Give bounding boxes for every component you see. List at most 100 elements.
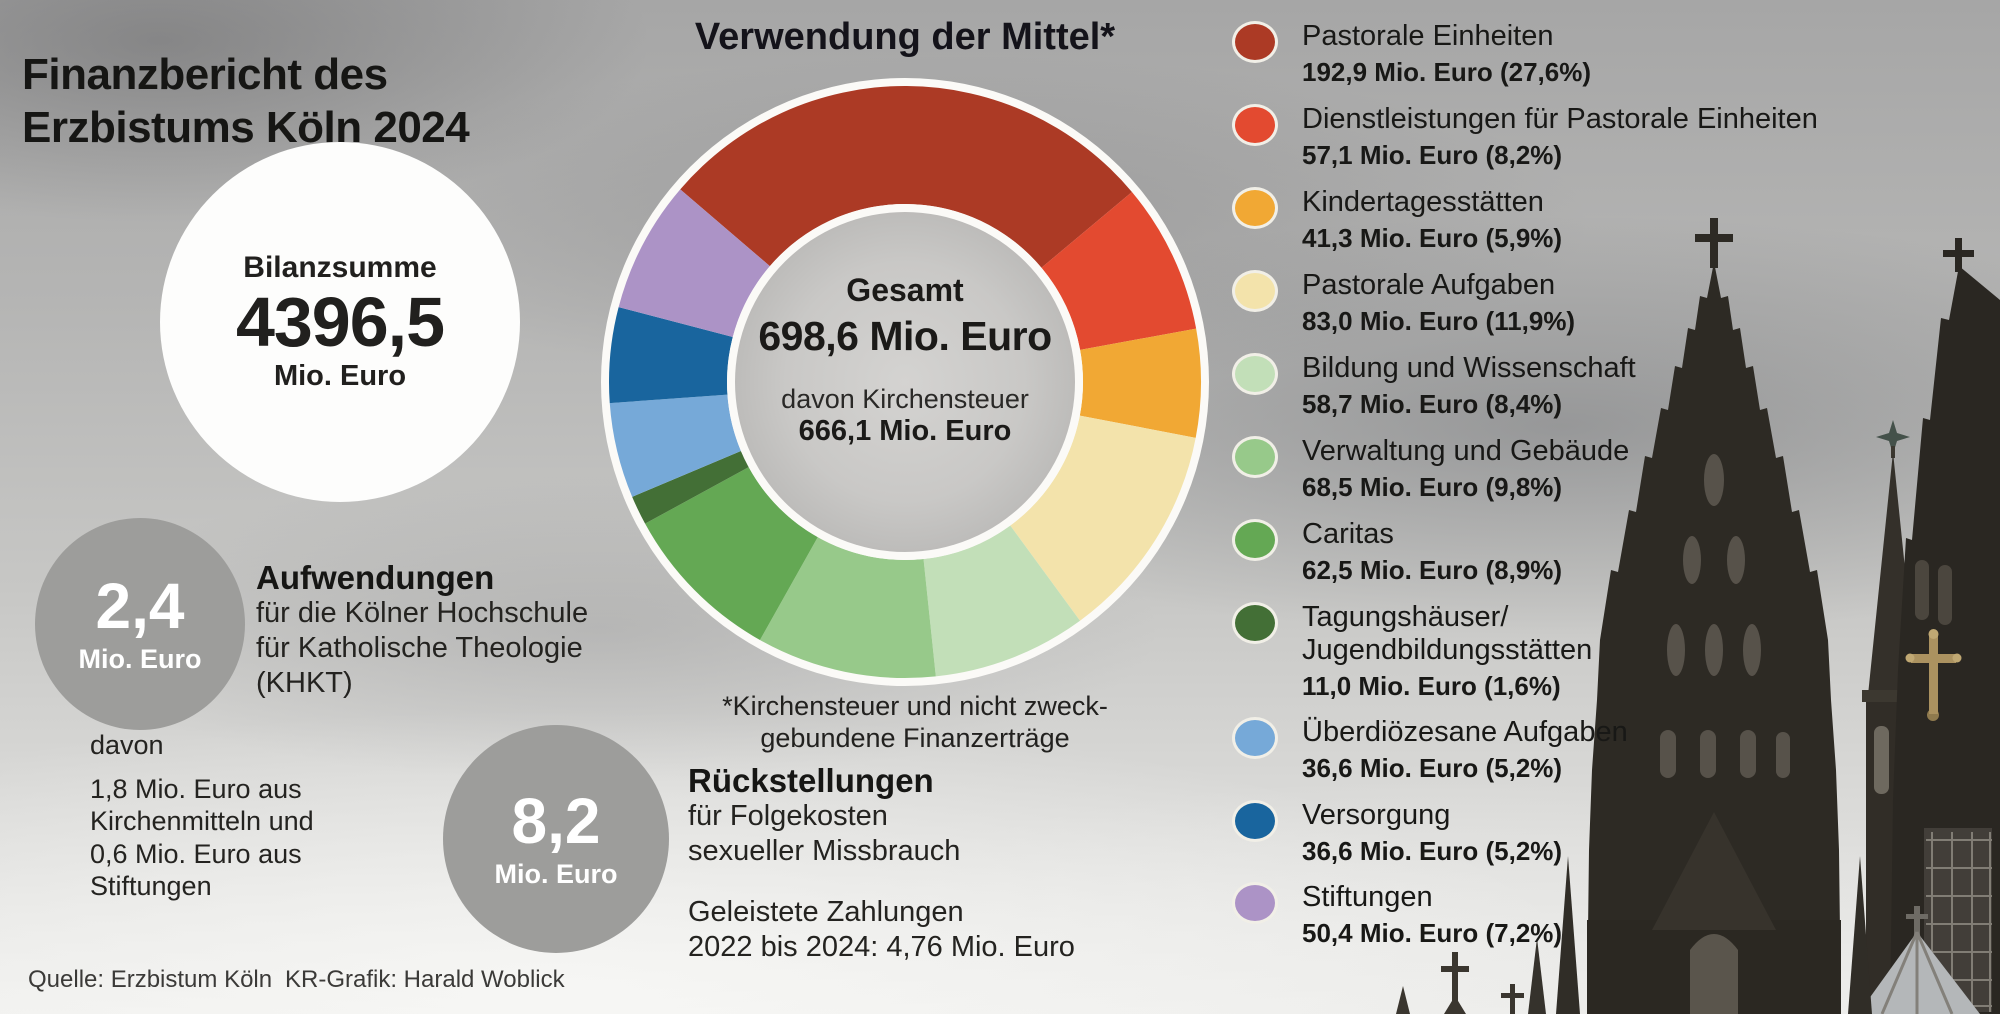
legend-text: Überdiözesane Aufgaben 36,6 Mio. Euro (5… bbox=[1302, 716, 1628, 784]
legend-value: 11,0 Mio. Euro (1,6%) bbox=[1302, 671, 1561, 702]
legend-swatch-bildung bbox=[1232, 353, 1278, 395]
donut-segment bbox=[680, 85, 1132, 268]
spire-tracery bbox=[1660, 454, 1790, 778]
rueckstellungen-circle-unit: Mio. Euro bbox=[494, 858, 618, 889]
legend-text: Tagungshäuser/ Jugendbildungsstätten 11,… bbox=[1302, 601, 1592, 702]
legend-text: Pastorale Aufgaben 83,0 Mio. Euro (11,9%… bbox=[1302, 269, 1575, 337]
legend-text: Kindertagesstätten 41,3 Mio. Euro (5,9%) bbox=[1302, 186, 1562, 254]
donut-segment bbox=[609, 394, 741, 497]
rueckstellungen-payments: Geleistete Zahlungen 2022 bis 2024: 4,76… bbox=[688, 895, 1075, 963]
donut-center-subvalue: 666,1 Mio. Euro bbox=[798, 415, 1012, 447]
legend-text: Caritas 62,5 Mio. Euro (8,9%) bbox=[1302, 518, 1562, 586]
legend-label: Kindertagesstätten bbox=[1302, 186, 1544, 218]
legend-value: 50,4 Mio. Euro (7,2%) bbox=[1302, 918, 1563, 949]
donut-segment bbox=[1010, 415, 1196, 621]
donut-center-label: Gesamt bbox=[846, 272, 964, 308]
donut-center-sublabel: davon Kirchensteuer bbox=[781, 384, 1029, 414]
aufwendungen-heading: Aufwendungen bbox=[256, 559, 495, 596]
legend-item-tagungshaeuser: Tagungshäuser/ Jugendbildungsstätten 11,… bbox=[1232, 601, 1932, 702]
rueckstellungen-circle: 8,2 Mio. Euro bbox=[443, 725, 669, 953]
legend-item-pastorale-aufgaben: Pastorale Aufgaben 83,0 Mio. Euro (11,9%… bbox=[1232, 269, 1932, 337]
legend-label: Tagungshäuser/ Jugendbildungsstätten bbox=[1302, 601, 1593, 667]
legend-label: Versorgung bbox=[1302, 799, 1451, 831]
legend-swatch-ueberdioezesane bbox=[1232, 717, 1278, 759]
legend-swatch-pastorale-aufgaben bbox=[1232, 270, 1278, 312]
legend-value: 41,3 Mio. Euro (5,9%) bbox=[1302, 223, 1563, 254]
legend-item-pastorale-einheiten: Pastorale Einheiten 192,9 Mio. Euro (27,… bbox=[1232, 20, 1932, 88]
donut-chart bbox=[601, 78, 1209, 686]
legend-label: Überdiözesane Aufgaben bbox=[1302, 716, 1628, 748]
aufwendungen-circle-unit: Mio. Euro bbox=[78, 643, 202, 674]
legend-item-verwaltung: Verwaltung und Gebäude 68,5 Mio. Euro (9… bbox=[1232, 435, 1932, 503]
small-cross-pinnacles bbox=[1396, 952, 1524, 1014]
light-roof bbox=[1858, 906, 1980, 1014]
donut-footnote: *Kirchensteuer und nicht zweck- gebunden… bbox=[722, 691, 1108, 754]
bilanzsumme-circle: Bilanzsumme 4396,5 Mio. Euro bbox=[160, 142, 520, 502]
legend-value: 192,9 Mio. Euro (27,6%) bbox=[1302, 57, 1591, 88]
legend-text: Dienstleistungen für Pastorale Einheiten… bbox=[1302, 103, 1818, 171]
aufwendungen-davon-block: davon 1,8 Mio. Euro aus Kirchenmitteln u… bbox=[90, 730, 314, 903]
legend-label: Stiftungen bbox=[1302, 881, 1433, 913]
source-credit: Quelle: Erzbistum Köln bbox=[28, 966, 273, 993]
legend-value: 62,5 Mio. Euro (8,9%) bbox=[1302, 555, 1563, 586]
donut-center-total: 698,6 Mio. Euro bbox=[758, 313, 1052, 359]
rueckstellungen-heading: Rückstellungen bbox=[688, 762, 934, 799]
donut-center-labels: Gesamt 698,6 Mio. Euro davon Kirchensteu… bbox=[745, 272, 1065, 448]
graphic-credit: KR-Grafik: Harald Woblick bbox=[285, 966, 565, 993]
main-spire bbox=[1528, 218, 1872, 1014]
donut-segment bbox=[645, 467, 818, 641]
legend-swatch-pastorale-einheiten bbox=[1232, 21, 1278, 63]
rueckstellungen-text: für Folgekosten sexueller Missbrauch bbox=[688, 800, 961, 868]
legend-label: Pastorale Aufgaben bbox=[1302, 269, 1556, 301]
legend-item-dienstleistungen: Dienstleistungen für Pastorale Einheiten… bbox=[1232, 103, 1932, 171]
legend-item-bildung: Bildung und Wissenschaft 58,7 Mio. Euro … bbox=[1232, 352, 1932, 420]
legend-swatch-versorgung bbox=[1232, 800, 1278, 842]
donut-segment bbox=[759, 537, 936, 678]
legend-swatch-dienstleistungen bbox=[1232, 104, 1278, 146]
legend-item-stiftungen: Stiftungen 50,4 Mio. Euro (7,2%) bbox=[1232, 881, 1932, 949]
legend-swatch-caritas bbox=[1232, 519, 1278, 561]
legend-value: 68,5 Mio. Euro (9,8%) bbox=[1302, 472, 1563, 503]
donut-hole bbox=[735, 212, 1075, 552]
legend-swatch-stiftungen bbox=[1232, 882, 1278, 924]
legend-label: Pastorale Einheiten bbox=[1302, 20, 1554, 52]
legend-label: Verwaltung und Gebäude bbox=[1302, 435, 1630, 467]
bilanzsumme-unit: Mio. Euro bbox=[273, 360, 407, 393]
legend-value: 58,7 Mio. Euro (8,4%) bbox=[1302, 389, 1563, 420]
legend-text: Stiftungen 50,4 Mio. Euro (7,2%) bbox=[1302, 881, 1562, 949]
legend-value: 83,0 Mio. Euro (11,9%) bbox=[1302, 306, 1576, 337]
golden-cross bbox=[1905, 629, 1962, 721]
legend-label: Bildung und Wissenschaft bbox=[1302, 352, 1636, 384]
aufwendungen-circle: 2,4 Mio. Euro bbox=[35, 518, 245, 730]
legend-label: Dienstleistungen für Pastorale Einheiten bbox=[1302, 103, 1818, 135]
bilanzsumme-label: Bilanzsumme bbox=[243, 250, 437, 284]
legend-text: Pastorale Einheiten 192,9 Mio. Euro (27,… bbox=[1302, 20, 1591, 88]
legend-label: Caritas bbox=[1302, 518, 1394, 550]
legend-swatch-kindertagesstaetten bbox=[1232, 187, 1278, 229]
legend-value: 36,6 Mio. Euro (5,2%) bbox=[1302, 836, 1563, 867]
legend-item-versorgung: Versorgung 36,6 Mio. Euro (5,2%) bbox=[1232, 799, 1932, 867]
donut-segment bbox=[1079, 328, 1201, 438]
legend-value: 57,1 Mio. Euro (8,2%) bbox=[1302, 140, 1563, 171]
page-title: Finanzbericht des Erzbistums Köln 2024 bbox=[22, 50, 470, 153]
legend-item-kindertagesstaetten: Kindertagesstätten 41,3 Mio. Euro (5,9%) bbox=[1232, 186, 1932, 254]
rueckstellungen-block: Rückstellungen für Folgekosten sexueller… bbox=[688, 762, 1075, 964]
donut-segment bbox=[618, 189, 770, 337]
legend-value: 36,6 Mio. Euro (5,2%) bbox=[1302, 753, 1563, 784]
legend-item-ueberdioezesane: Überdiözesane Aufgaben 36,6 Mio. Euro (5… bbox=[1232, 716, 1932, 784]
davon-label: davon bbox=[90, 730, 164, 760]
legend-text: Versorgung 36,6 Mio. Euro (5,2%) bbox=[1302, 799, 1562, 867]
legend-swatch-verwaltung bbox=[1232, 436, 1278, 478]
bilanzsumme-value: 4396,5 bbox=[235, 282, 445, 361]
legend-item-caritas: Caritas 62,5 Mio. Euro (8,9%) bbox=[1232, 518, 1932, 586]
legend-text: Bildung und Wissenschaft 58,7 Mio. Euro … bbox=[1302, 352, 1636, 420]
legend-text: Verwaltung und Gebäude 68,5 Mio. Euro (9… bbox=[1302, 435, 1629, 503]
donut-segment bbox=[632, 451, 749, 524]
davon-text: 1,8 Mio. Euro aus Kirchenmitteln und 0,6… bbox=[90, 774, 314, 902]
legend-swatch-tagungshaeuser bbox=[1232, 602, 1278, 644]
donut-segment bbox=[1041, 191, 1197, 350]
aufwendungen-circle-value: 2,4 bbox=[95, 569, 185, 642]
aufwendungen-text: für die Kölner Hochschule für Katholisch… bbox=[256, 597, 589, 699]
